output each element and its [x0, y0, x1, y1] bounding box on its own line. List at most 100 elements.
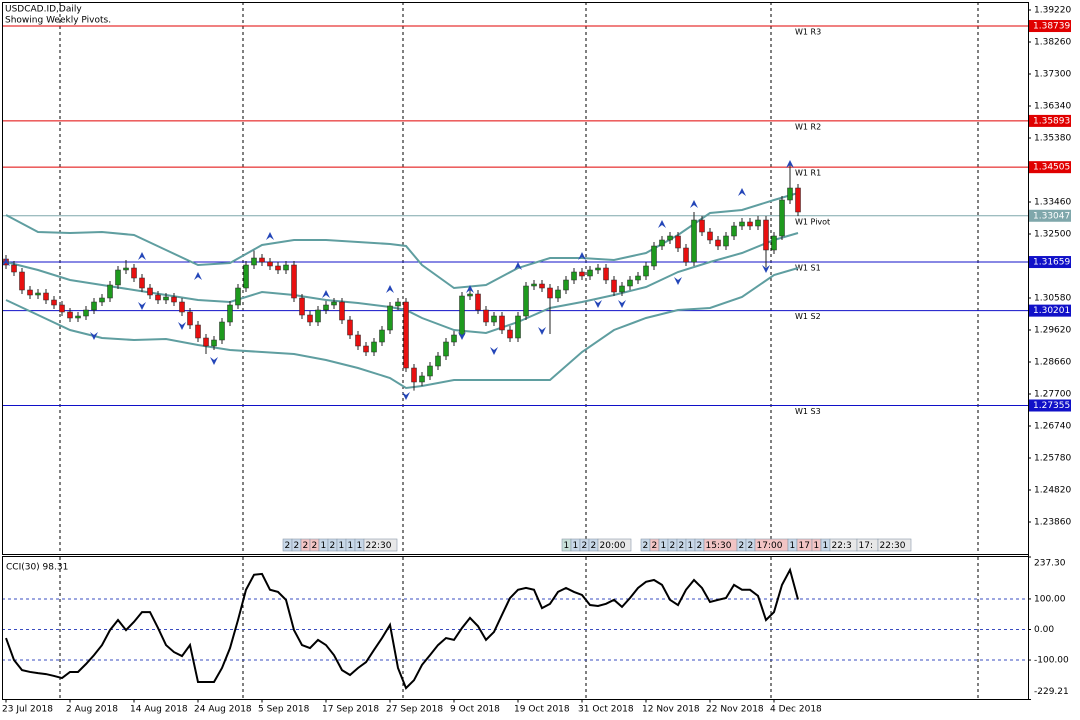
candle-body — [763, 219, 769, 251]
x-tick-label: 27 Sep 2018 — [386, 705, 443, 715]
candle-body — [731, 225, 737, 237]
pivot-value-label: 1.35893 — [1033, 116, 1070, 126]
candle-body — [203, 337, 209, 347]
candle-body — [467, 293, 473, 297]
candle-body — [675, 235, 681, 249]
event-label: 17 — [799, 541, 810, 551]
candle-body — [35, 292, 41, 296]
event-label: 2 — [330, 541, 336, 551]
pivot-value-box — [1029, 161, 1071, 174]
pivot-value-label: 1.34505 — [1033, 163, 1070, 173]
candle-body — [339, 301, 345, 321]
candle-body — [307, 314, 313, 323]
fractal-down — [674, 277, 682, 285]
y-tick-label: 0.00 — [1034, 625, 1054, 635]
fractal-up — [322, 290, 330, 298]
candle-body — [691, 219, 697, 263]
candle-body — [219, 321, 225, 341]
candle-body — [443, 341, 449, 357]
candle-body — [323, 304, 329, 311]
y-tick-label: 1.27700 — [1034, 390, 1071, 400]
candle-body — [331, 301, 337, 306]
pivot-label: W1 Pivot — [795, 217, 830, 226]
y-tick-label: 1.28660 — [1034, 358, 1071, 368]
event-label: 2 — [679, 541, 685, 551]
event-label: 2 — [294, 541, 300, 551]
event-label: 2 — [652, 541, 658, 551]
event-label: 17:00 — [757, 541, 783, 551]
candle-body — [347, 319, 353, 336]
candle-body — [459, 295, 465, 336]
event-label: 1 — [357, 541, 363, 551]
y-tick-label: 1.25780 — [1034, 454, 1071, 464]
candle-body — [179, 301, 185, 313]
fractal-up — [194, 272, 202, 280]
candle-body — [787, 187, 793, 201]
pivot-value-box — [1029, 114, 1071, 127]
candle-body — [707, 231, 713, 241]
event-label: 22:30 — [366, 541, 392, 551]
y-tick-label: 1.26740 — [1034, 422, 1071, 432]
event-label: 22:30 — [880, 541, 906, 551]
candle-body — [587, 269, 593, 277]
fractal-down — [490, 347, 498, 355]
candle-body — [99, 297, 105, 303]
y-tick-label: -100.00 — [1034, 656, 1069, 666]
candle-body — [387, 305, 393, 331]
candle-body — [163, 296, 169, 301]
candle-body — [523, 285, 529, 317]
candle-body — [755, 219, 761, 227]
event-box — [597, 538, 632, 552]
event-label: 1 — [661, 541, 667, 551]
pivot-value-label: 1.27355 — [1033, 401, 1070, 411]
y-tick-label: 1.38260 — [1034, 38, 1071, 48]
candle-body — [771, 235, 777, 251]
event-label: 2 — [748, 541, 754, 551]
fractal-down — [210, 357, 218, 365]
candle-body — [611, 279, 617, 293]
candle-body — [187, 311, 193, 326]
candle-body — [147, 287, 153, 296]
fractal-up — [578, 252, 586, 260]
candle-body — [475, 293, 481, 311]
pivot-value-box — [1029, 399, 1071, 412]
candle-body — [539, 283, 545, 289]
event-label: 2 — [643, 541, 649, 551]
bollinger-lower — [5, 267, 799, 390]
y-tick-label: 1.39220 — [1034, 6, 1071, 16]
x-tick-label: 5 Sep 2018 — [258, 705, 310, 715]
candle-body — [435, 355, 441, 367]
candle-body — [155, 294, 161, 301]
candle-body — [67, 311, 73, 319]
event-label: 2 — [697, 541, 703, 551]
candle-body — [619, 285, 625, 293]
event-label: 1 — [823, 541, 829, 551]
candle-body — [251, 257, 257, 266]
candle-body — [363, 345, 369, 353]
fractal-down — [90, 332, 98, 340]
event-label: 17: — [859, 541, 873, 551]
fractal-down — [178, 322, 186, 330]
candle-body — [627, 279, 633, 287]
fractal-down — [538, 327, 546, 335]
event-label: 1 — [564, 541, 570, 551]
candle-body — [195, 324, 201, 339]
candle-body — [355, 334, 361, 347]
candle-body — [43, 292, 49, 301]
candle-body — [659, 239, 665, 247]
y-tick-label: 1.37300 — [1034, 70, 1071, 80]
candle-body — [275, 265, 281, 271]
candle-body — [371, 341, 377, 353]
event-label: 2 — [670, 541, 676, 551]
pivot-label: W1 S3 — [795, 407, 821, 416]
event-label: 1 — [790, 541, 796, 551]
fractal-up — [690, 200, 698, 208]
event-label: 22:3 — [832, 541, 852, 551]
fractal-down — [402, 392, 410, 400]
y-tick-label: 1.24820 — [1034, 486, 1071, 496]
candle-body — [547, 287, 553, 299]
event-label: 1 — [321, 541, 327, 551]
fractal-down — [762, 265, 770, 273]
